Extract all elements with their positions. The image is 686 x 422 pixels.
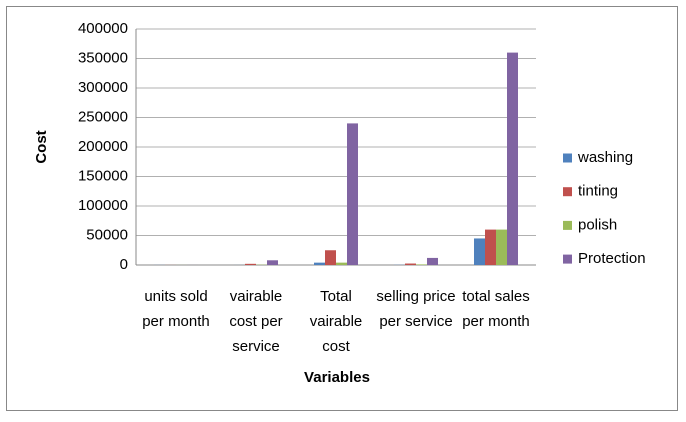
bar: [347, 123, 358, 266]
legend-label: tinting: [578, 183, 618, 200]
bar: [416, 264, 427, 265]
x-tick-label: Total vairable cost: [309, 288, 363, 355]
y-tick-label: 0: [120, 256, 128, 273]
bar: [427, 257, 438, 265]
x-tick-label: units sold per month: [142, 288, 210, 330]
legend-swatch: [563, 254, 572, 264]
bar: [267, 260, 278, 265]
bar: [496, 229, 507, 265]
y-axis-title: Cost: [33, 130, 50, 163]
bar: [245, 263, 256, 265]
legend-label: washing: [577, 149, 633, 166]
bar: [474, 238, 485, 265]
legend-swatch: [563, 220, 572, 230]
y-tick-label: 350000: [78, 49, 128, 66]
bar: [336, 262, 347, 265]
bar: [485, 229, 496, 265]
x-tick-label: selling price per service: [376, 288, 456, 330]
y-tick-label: 200000: [78, 138, 128, 155]
legend-label: Protection: [578, 250, 646, 267]
bar: [314, 262, 325, 265]
y-tick-label: 100000: [78, 197, 128, 214]
legend-label: polish: [578, 216, 617, 233]
legend-swatch: [563, 153, 572, 163]
bar: [405, 263, 416, 265]
x-tick-label: total sales per month: [462, 288, 530, 330]
x-axis-title: Variables: [304, 369, 370, 386]
bar: [325, 250, 336, 265]
y-tick-label: 400000: [78, 20, 128, 37]
bar: [507, 52, 518, 265]
y-tick-label: 50000: [86, 226, 128, 243]
y-tick-label: 300000: [78, 79, 128, 96]
chart-border: [6, 6, 678, 411]
y-tick-label: 250000: [78, 108, 128, 125]
legend-swatch: [563, 187, 572, 197]
x-tick-label: vairable cost per service: [229, 288, 283, 355]
y-tick-label: 150000: [78, 167, 128, 184]
